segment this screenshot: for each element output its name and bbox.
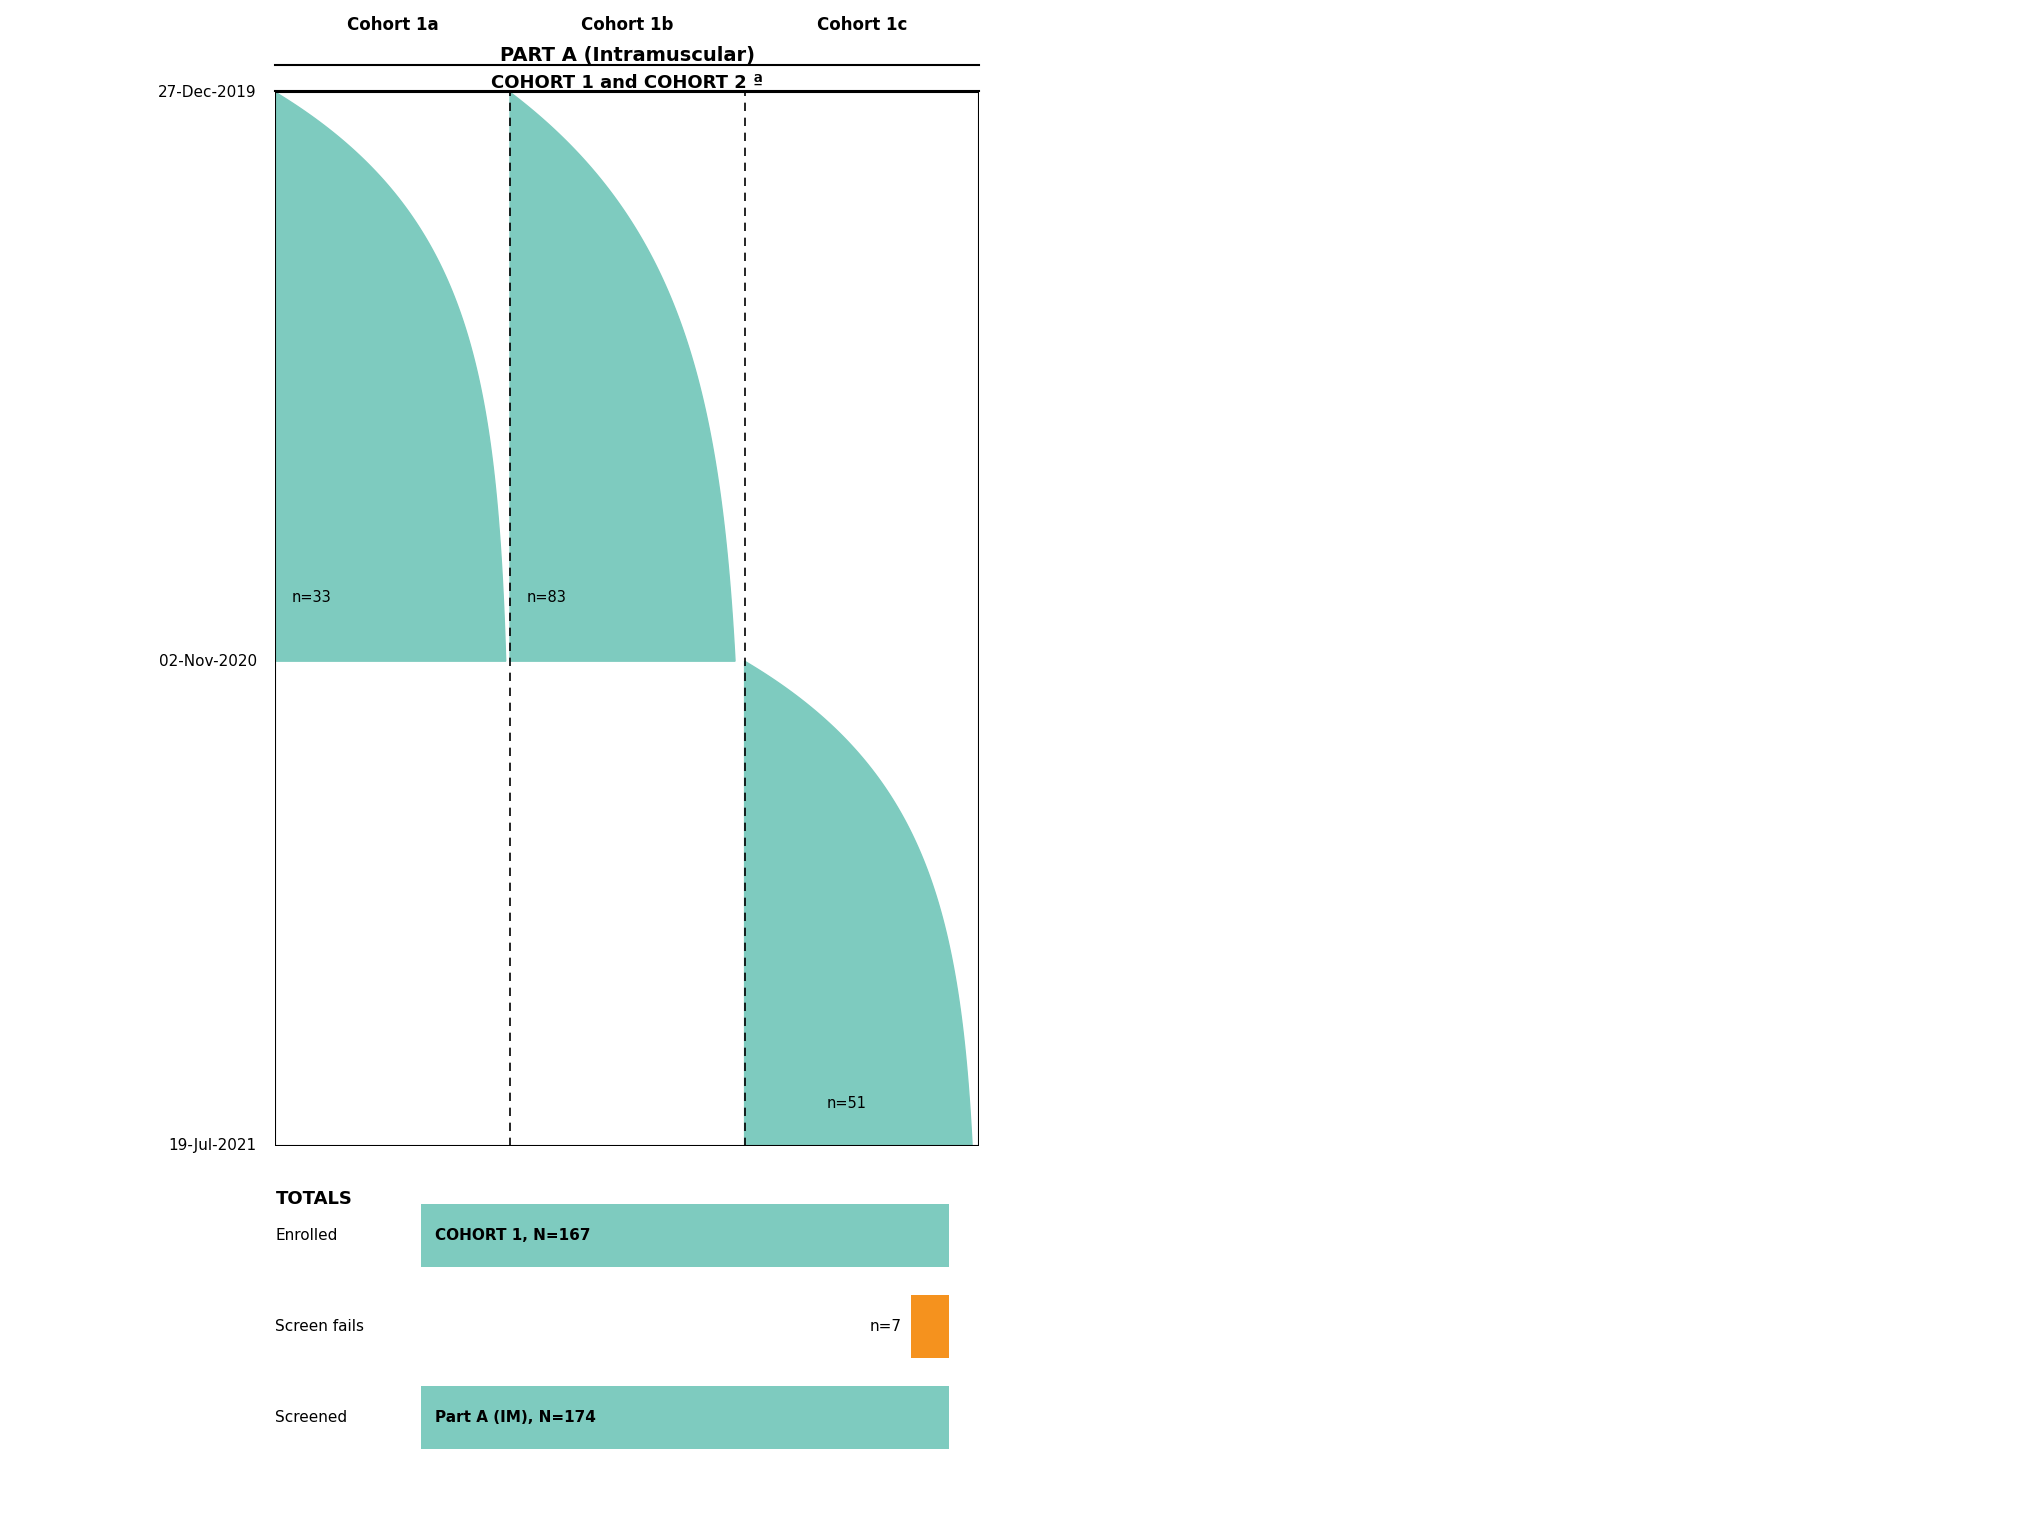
Polygon shape bbox=[275, 92, 506, 661]
Text: n=51: n=51 bbox=[826, 1097, 867, 1110]
Bar bbox=[420, 1386, 948, 1449]
Text: 19-Jul-2021: 19-Jul-2021 bbox=[169, 1138, 257, 1154]
Text: COHORT 1, N=167: COHORT 1, N=167 bbox=[434, 1227, 589, 1243]
Text: Part A (IM), N=174: Part A (IM), N=174 bbox=[434, 1410, 595, 1426]
Text: Screen fails: Screen fails bbox=[275, 1320, 365, 1333]
Text: n=7: n=7 bbox=[869, 1320, 901, 1333]
Bar bbox=[420, 1204, 948, 1267]
Polygon shape bbox=[510, 92, 734, 661]
Text: Screened: Screened bbox=[275, 1410, 347, 1426]
Text: 02-Nov-2020: 02-Nov-2020 bbox=[159, 654, 257, 669]
Text: Cohort 1a: Cohort 1a bbox=[347, 17, 438, 34]
Text: Cohort 1b: Cohort 1b bbox=[581, 17, 673, 34]
Text: Enrolled: Enrolled bbox=[275, 1227, 338, 1243]
Text: COHORT 1 and COHORT 2 ª: COHORT 1 and COHORT 2 ª bbox=[491, 74, 763, 92]
Polygon shape bbox=[744, 661, 973, 1146]
Text: 27-Dec-2019: 27-Dec-2019 bbox=[157, 85, 257, 100]
Text: Cohort 1c: Cohort 1c bbox=[816, 17, 907, 34]
Text: n=83: n=83 bbox=[526, 591, 567, 606]
Text: PART A (Intramuscular): PART A (Intramuscular) bbox=[500, 46, 754, 65]
Text: TOTALS: TOTALS bbox=[275, 1190, 353, 1207]
Text: n=33: n=33 bbox=[292, 591, 332, 606]
Bar bbox=[911, 1295, 948, 1358]
